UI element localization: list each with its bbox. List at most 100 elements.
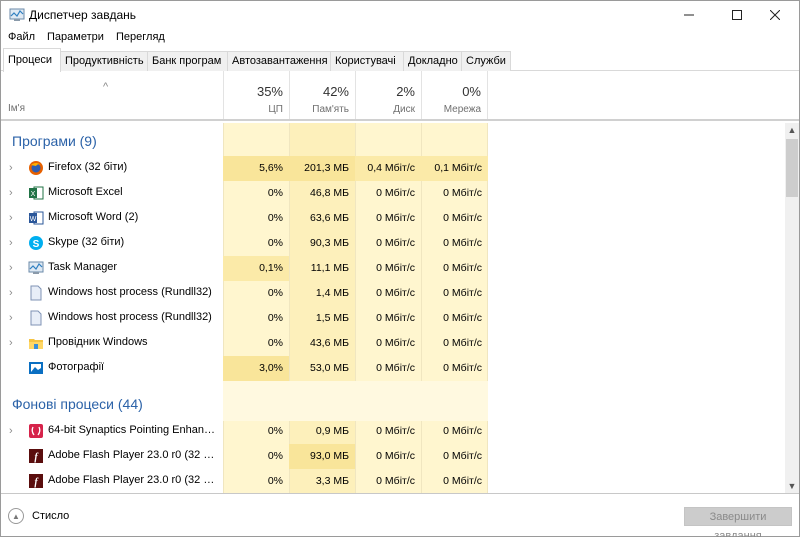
process-row[interactable]: › 64-bit Synaptics Pointing Enhanc... 0%… (1, 419, 787, 444)
process-row[interactable]: f Adobe Flash Player 23.0 r0 (32 біти) 0… (1, 469, 787, 493)
title-bar[interactable]: Диспетчер завдань (1, 1, 799, 29)
column-network[interactable]: 0% Мережа (421, 71, 488, 119)
process-name: Adobe Flash Player 23.0 r0 (32 біти) (48, 449, 218, 461)
column-disk[interactable]: 2% Диск (355, 71, 421, 119)
process-row[interactable]: › Task Manager 0,1% 11,1 МБ 0 Мбіт/с 0 М… (1, 256, 787, 281)
column-memory[interactable]: 42% Пам'ять (289, 71, 355, 119)
process-list: Програми (9) › Firefox (32 біти) 5,6% 20… (1, 123, 787, 493)
svg-text:f: f (34, 477, 39, 488)
maximize-button[interactable] (715, 1, 759, 29)
disk-value: 0 Мбіт/с (376, 237, 415, 249)
excel-icon: X (29, 186, 44, 200)
network-value: 0 Мбіт/с (443, 475, 482, 487)
memory-value: 0,9 МБ (315, 425, 349, 437)
memory-value: 43,6 МБ (310, 337, 349, 349)
network-total-percent: 0% (462, 84, 481, 99)
chevron-right-icon[interactable]: › (9, 425, 13, 437)
process-row[interactable]: Фотографії 3,0% 53,0 МБ 0 Мбіт/с 0 Мбіт/… (1, 356, 787, 381)
menu-view[interactable]: Перегляд (116, 31, 165, 43)
synaptics-icon (29, 424, 43, 438)
network-value: 0 Мбіт/с (443, 425, 482, 437)
tab-processes[interactable]: Процеси (3, 48, 61, 72)
disk-value: 0 Мбіт/с (376, 475, 415, 487)
disk-value: 0 Мбіт/с (376, 262, 415, 274)
cpu-value: 0,1% (223, 256, 289, 281)
network-value: 0 Мбіт/с (443, 450, 482, 462)
process-name: Firefox (32 біти) (48, 161, 128, 173)
svg-text:S: S (33, 239, 40, 250)
process-row[interactable]: › Firefox (32 біти) 5,6% 201,3 МБ 0,4 Мб… (1, 156, 787, 181)
menu-file[interactable]: Файл (8, 31, 36, 43)
cpu-value: 3,0% (223, 356, 289, 381)
disk-value: 0 Мбіт/с (376, 362, 415, 374)
chevron-right-icon[interactable]: › (9, 337, 13, 349)
cpu-value: 0% (267, 337, 283, 349)
group-cpu-bg (223, 381, 289, 421)
svg-text:f: f (34, 452, 39, 463)
memory-value: 201,3 МБ (289, 156, 355, 181)
disk-value: 0 Мбіт/с (376, 287, 415, 299)
task-manager-icon (28, 261, 44, 274)
chevron-right-icon[interactable]: › (9, 237, 13, 249)
process-row[interactable]: f Adobe Flash Player 23.0 r0 (32 біти) 0… (1, 444, 787, 469)
group-header-background[interactable]: Фонові процеси (44) (1, 381, 787, 421)
network-value: 0 Мбіт/с (443, 312, 482, 324)
scroll-down-icon[interactable]: ▼ (787, 481, 797, 491)
process-row[interactable]: › Провідник Windows 0% 43,6 МБ 0 Мбіт/с … (1, 331, 787, 356)
fewer-details-button[interactable]: ▲ Стисло (8, 508, 69, 524)
svg-text:W: W (30, 216, 37, 223)
group-title-background: Фонові процеси (44) (12, 396, 143, 412)
chevron-right-icon[interactable]: › (9, 312, 13, 324)
chevron-right-icon[interactable]: › (9, 187, 13, 199)
tab-startup[interactable]: Автозавантаження (227, 51, 331, 71)
network-value: 0,1 Мбіт/с (421, 156, 488, 181)
process-row[interactable]: › Windows host process (Rundll32) 0% 1,4… (1, 281, 787, 306)
chevron-right-icon[interactable]: › (9, 262, 13, 274)
chevron-right-icon[interactable]: › (9, 162, 13, 174)
window-title: Диспетчер завдань (29, 8, 137, 22)
disk-value: 0 Мбіт/с (376, 312, 415, 324)
tab-services[interactable]: Служби (461, 51, 511, 71)
photos-icon (29, 362, 43, 374)
group-header-apps[interactable]: Програми (9) (1, 123, 787, 156)
minimize-icon (684, 14, 694, 16)
chevron-right-icon[interactable]: › (9, 212, 13, 224)
chevron-right-icon[interactable]: › (9, 287, 13, 299)
minimize-button[interactable] (667, 1, 711, 29)
tab-users[interactable]: Користувачі (330, 51, 404, 71)
svg-text:X: X (31, 191, 36, 198)
process-row[interactable]: › Windows host process (Rundll32) 0% 1,5… (1, 306, 787, 331)
tab-details[interactable]: Докладно (403, 51, 462, 71)
cpu-column-bg (223, 123, 289, 493)
cpu-value: 5,6% (223, 156, 289, 181)
close-button[interactable] (753, 1, 797, 29)
scrollbar-thumb[interactable] (786, 139, 798, 197)
cpu-value: 0% (267, 475, 283, 487)
scroll-up-icon[interactable]: ▲ (787, 125, 797, 135)
end-task-button[interactable]: Завершити завдання (684, 507, 792, 537)
cpu-value: 0% (267, 212, 283, 224)
process-name: Windows host process (Rundll32) (48, 286, 212, 298)
network-value: 0 Мбіт/с (443, 237, 482, 249)
maximize-icon (732, 10, 742, 20)
vertical-scrollbar[interactable]: ▲ ▼ (785, 123, 799, 493)
memory-value: 53,0 МБ (310, 362, 349, 374)
sort-ascending-icon: ^ (103, 81, 109, 93)
host-process-icon (30, 310, 42, 326)
disk-total-percent: 2% (396, 84, 415, 99)
network-value: 0 Мбіт/с (443, 212, 482, 224)
column-cpu[interactable]: 35% ЦП (223, 71, 289, 119)
column-name[interactable]: Ім'я (8, 103, 25, 114)
cpu-value: 0% (267, 287, 283, 299)
disk-column-bg (355, 123, 421, 493)
fewer-details-label: Стисло (32, 510, 70, 522)
tab-performance[interactable]: Продуктивність (60, 51, 148, 71)
flash-icon: f (29, 449, 43, 463)
menu-options[interactable]: Параметри (47, 31, 104, 43)
process-row[interactable]: › W Microsoft Word (2) 0% 63,6 МБ 0 Мбіт… (1, 206, 787, 231)
tab-app-history[interactable]: Банк програм (147, 51, 228, 71)
process-row[interactable]: › S Skype (32 біти) 0% 90,3 МБ 0 Мбіт/с … (1, 231, 787, 256)
process-row[interactable]: › X Microsoft Excel 0% 46,8 МБ 0 Мбіт/с … (1, 181, 787, 206)
process-name: Windows host process (Rundll32) (48, 311, 212, 323)
memory-value: 90,3 МБ (310, 237, 349, 249)
